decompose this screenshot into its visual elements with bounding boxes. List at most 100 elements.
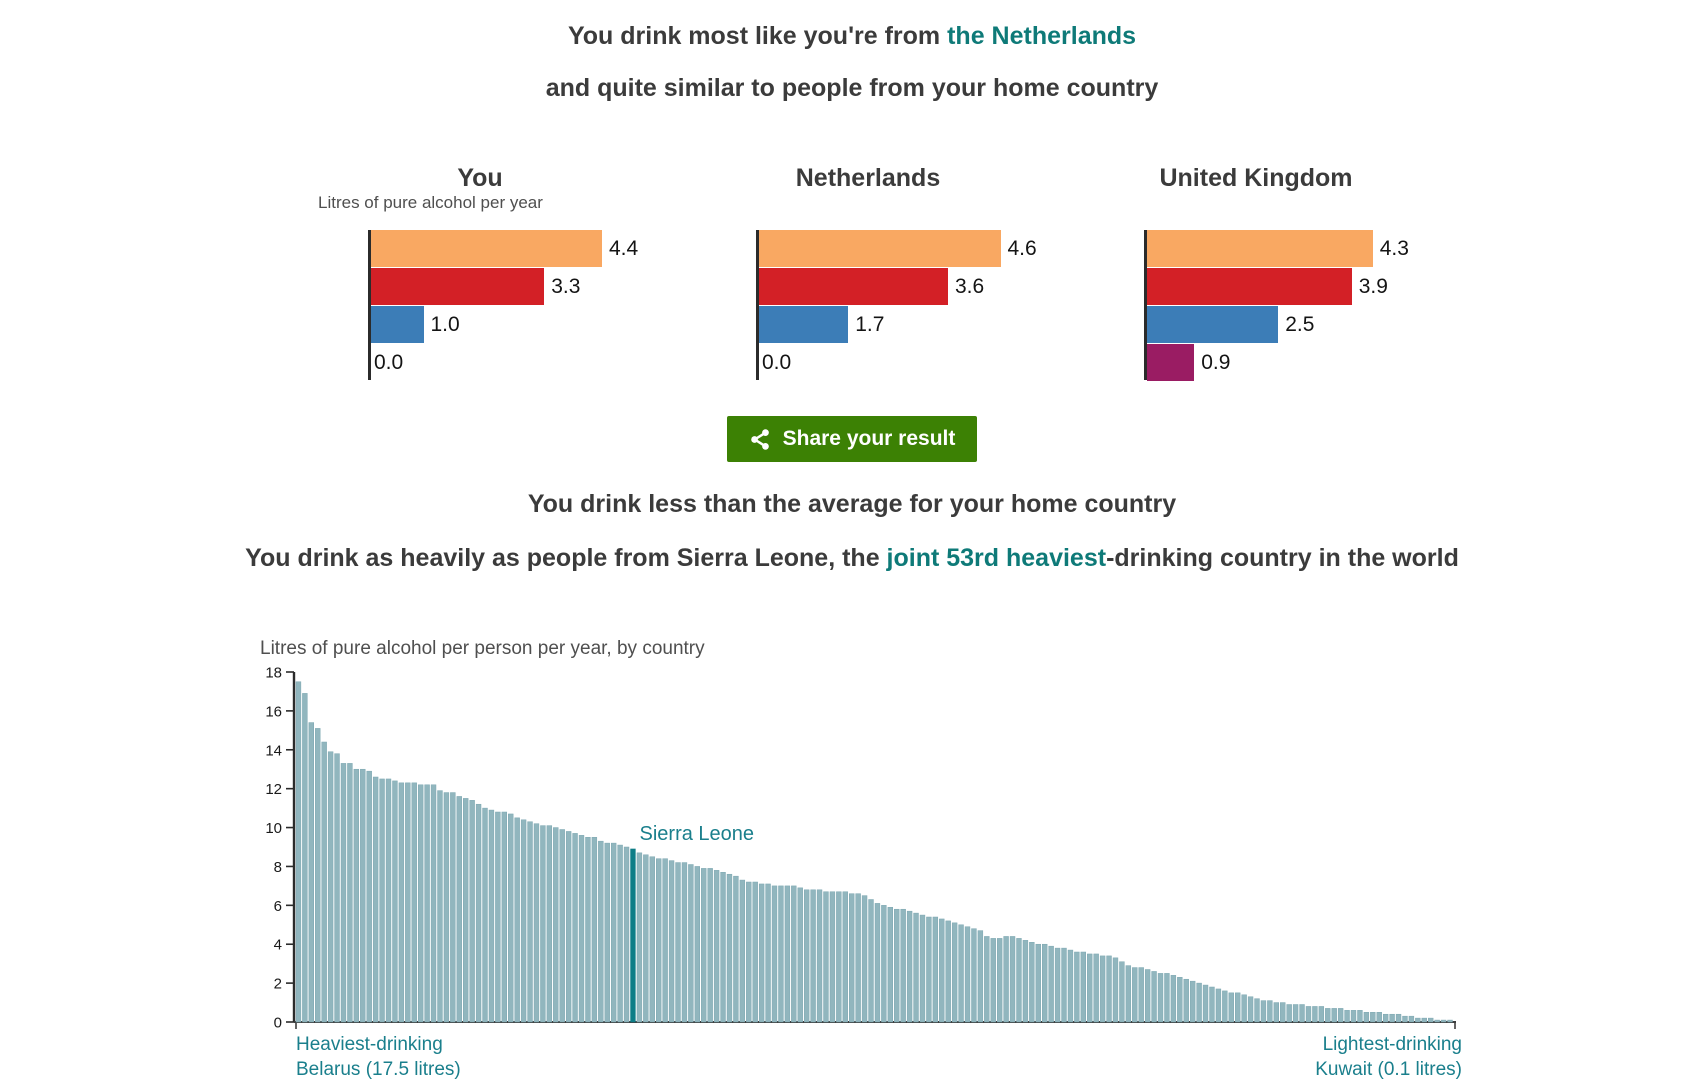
country-bar	[1164, 973, 1170, 1023]
country-bar	[508, 813, 514, 1023]
mini-chart-plot: 4.6 3.6 1.7 0.0	[678, 230, 1058, 390]
mini-chart-title: You	[457, 164, 503, 192]
country-bar	[1029, 942, 1035, 1023]
country-bar	[1209, 986, 1215, 1023]
mini-chart-title: Netherlands	[795, 164, 941, 192]
country-bar	[1286, 1004, 1292, 1023]
y-tick-label: 6	[274, 898, 282, 915]
country-bar	[1389, 1013, 1395, 1023]
country-bar	[469, 800, 475, 1023]
country-bar	[803, 889, 810, 1023]
country-bar	[1415, 1017, 1421, 1023]
mini-bar-row: 0.0	[371, 344, 670, 381]
country-bar	[482, 807, 488, 1023]
country-bar	[971, 928, 977, 1023]
mini-bar-value: 3.9	[1358, 275, 1388, 298]
country-bar	[585, 837, 591, 1023]
country-bar	[360, 768, 366, 1023]
country-bar	[1061, 947, 1067, 1023]
country-bar	[1189, 980, 1196, 1023]
country-bar	[829, 891, 836, 1023]
country-bar	[411, 782, 417, 1023]
result-subheadline: and quite similar to people from your ho…	[545, 74, 1159, 102]
mini-bar-value: 1.7	[855, 313, 885, 336]
country-bar	[1247, 996, 1254, 1023]
country-bar	[1080, 951, 1086, 1023]
country-bar	[1009, 936, 1016, 1023]
share-result-button[interactable]: Share your result	[726, 416, 978, 462]
mini-bar-blue	[371, 306, 424, 343]
country-bar	[598, 840, 604, 1023]
country-bar	[900, 908, 906, 1023]
mini-chart-you: You Litres of pure alcohol per year 4.4 3…	[290, 146, 670, 390]
country-bar	[1003, 936, 1009, 1023]
country-bar	[1054, 947, 1061, 1023]
country-bar	[398, 782, 405, 1023]
world-rank-text: You drink as heavily as people from Sier…	[242, 543, 1462, 574]
mini-bar-row: 3.6	[759, 268, 1058, 305]
country-bar	[1099, 955, 1106, 1023]
country-bar	[1235, 992, 1241, 1023]
country-bar	[739, 879, 746, 1023]
country-bar	[649, 856, 655, 1023]
mini-bar-row: 4.6	[759, 230, 1058, 267]
country-bar	[1048, 945, 1054, 1023]
mini-bar-value: 3.6	[955, 275, 985, 298]
mini-bar-red	[759, 268, 948, 305]
country-bar	[1447, 1019, 1453, 1023]
country-bar	[1350, 1010, 1357, 1023]
country-bar	[565, 831, 572, 1023]
country-bar	[919, 914, 926, 1023]
country-bar	[784, 885, 791, 1023]
mini-bar-row: 3.3	[371, 268, 670, 305]
country-bar	[765, 883, 771, 1023]
country-bar	[1241, 994, 1247, 1023]
country-bar	[874, 903, 881, 1023]
country-bar	[662, 858, 668, 1023]
country-bar	[1357, 1010, 1363, 1023]
comparison-charts-row: You Litres of pure alcohol per year 4.4 3…	[290, 146, 1446, 390]
country-bar	[758, 883, 765, 1023]
rank-highlight: joint 53rd heaviest	[886, 544, 1107, 572]
country-bar	[1376, 1012, 1382, 1023]
mini-bar-value: 0.0	[374, 351, 404, 374]
country-bar	[1016, 938, 1022, 1023]
mini-chart-axis-spacer	[678, 192, 1058, 222]
mini-chart-axis-label: Litres of pure alcohol per year	[318, 193, 543, 212]
country-bar	[733, 875, 739, 1023]
mini-chart-bars: 4.4 3.3 1.0 0.0	[371, 230, 670, 381]
country-bar	[1202, 984, 1209, 1023]
country-bar	[553, 827, 559, 1023]
country-bar	[578, 835, 585, 1023]
country-bar	[1337, 1008, 1344, 1023]
share-button-row: Share your result	[0, 416, 1704, 462]
mini-chart-bars: 4.3 3.9 2.5 0.9	[1147, 230, 1446, 381]
country-bar	[894, 908, 900, 1023]
country-bar	[1042, 943, 1048, 1023]
country-bar	[520, 819, 527, 1023]
country-bar	[1125, 965, 1132, 1023]
country-bar	[656, 858, 662, 1023]
country-bar	[604, 842, 610, 1023]
heaviest-label: Heaviest-drinking	[296, 1034, 443, 1055]
country-bar	[1112, 957, 1119, 1023]
country-bar	[1421, 1017, 1427, 1023]
country-bar	[681, 862, 688, 1023]
country-bar	[881, 905, 887, 1023]
y-tick-label: 18	[265, 665, 282, 682]
country-bar	[1305, 1006, 1312, 1023]
country-bar	[1119, 961, 1125, 1023]
mini-bar-row: 0.9	[1147, 344, 1446, 381]
country-bar	[1222, 990, 1228, 1023]
y-tick-label: 8	[274, 859, 282, 876]
y-tick-label: 4	[274, 937, 282, 954]
country-bar	[623, 846, 630, 1023]
country-bar	[1267, 1000, 1273, 1023]
mini-chart-axis	[756, 230, 759, 380]
country-bar	[572, 833, 578, 1023]
mini-bar-orange	[759, 230, 1001, 267]
country-bar	[559, 829, 565, 1023]
country-bar	[1228, 992, 1234, 1023]
distribution-chart-svg: 0 2 4 6 8 10 12 14 16 18 Sierra Leone	[265, 665, 1456, 1032]
country-bar	[1318, 1006, 1325, 1023]
